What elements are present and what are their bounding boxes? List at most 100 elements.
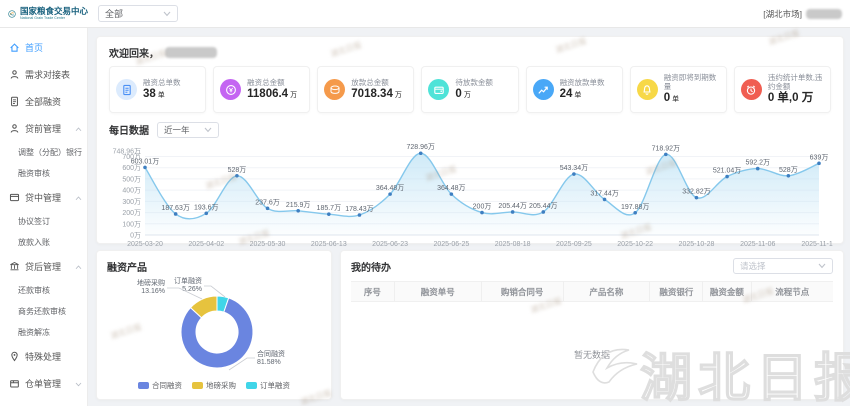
- donut-slice[interactable]: [180, 297, 254, 369]
- svg-text:187.63万: 187.63万: [161, 204, 189, 212]
- donut-slice[interactable]: [189, 295, 218, 319]
- chevron-down-icon: [204, 127, 212, 132]
- svg-text:543.34万: 543.34万: [560, 164, 588, 172]
- market-select[interactable]: 全部: [98, 5, 178, 22]
- top-header: 国家粮食交易中心 National Grain Trade Center 全部 …: [0, 0, 850, 28]
- svg-text:地磅采购: 地磅采购: [137, 278, 165, 287]
- stat-card: 放款总金额 7018.34 万: [317, 66, 415, 113]
- svg-text:728.96万: 728.96万: [407, 143, 435, 151]
- sidebar-item[interactable]: 首页: [0, 34, 87, 61]
- pin-icon: [9, 351, 20, 362]
- svg-text:603.01万: 603.01万: [131, 157, 159, 165]
- svg-text:178.43万: 178.43万: [345, 205, 373, 213]
- sidebar-item-label: 调整（分配）银行: [18, 148, 82, 157]
- sidebar-item-label: 仓单管理: [25, 379, 62, 389]
- sidebar: 首页需求对接表全部融资贷前管理调整（分配）银行融资审核 贷中管理协议签订放款入账贷…: [0, 28, 88, 406]
- todo-filter-select[interactable]: 请选择: [733, 258, 833, 274]
- svg-text:317.44万: 317.44万: [590, 189, 618, 197]
- svg-text:718.92万: 718.92万: [652, 144, 680, 152]
- sidebar-item[interactable]: 贷后管理: [0, 253, 87, 280]
- box-icon: [9, 378, 20, 389]
- chevron-down-icon: [818, 263, 826, 269]
- legend-item[interactable]: 合同融资: [138, 380, 182, 391]
- todo-table: 序号 融资单号 购销合同号 产品名称 融资银行 融资金额 流程节点: [351, 281, 833, 302]
- svg-text:528万: 528万: [228, 166, 247, 174]
- sidebar-item[interactable]: 还款审核: [0, 280, 87, 301]
- svg-text:0万: 0万: [130, 232, 141, 240]
- sidebar-item[interactable]: 贷中管理: [0, 184, 87, 211]
- svg-text:2025-06-25: 2025-06-25: [433, 241, 469, 248]
- stat-card-unit: 单: [672, 96, 680, 104]
- invoice-icon: [9, 96, 20, 107]
- svg-text:200万: 200万: [122, 209, 141, 217]
- money-icon: [220, 79, 242, 100]
- legend-item[interactable]: 订单融资: [246, 380, 290, 391]
- svg-text:2025-11-18: 2025-11-18: [801, 241, 833, 248]
- sidebar-item-label: 需求对接表: [25, 70, 71, 80]
- sidebar-item[interactable]: 全部融资: [0, 88, 87, 115]
- chevron-down-icon: [75, 382, 82, 386]
- svg-text:364.48万: 364.48万: [376, 184, 404, 192]
- stat-card: 违约统计单数,违约金额 0 单,0 万: [733, 66, 831, 113]
- svg-text:600万: 600万: [122, 164, 141, 172]
- svg-text:2025-04-02: 2025-04-02: [188, 241, 224, 248]
- stat-card-unit: 万: [290, 91, 298, 99]
- stat-card-title: 融资总金额: [247, 77, 285, 87]
- svg-text:332.82万: 332.82万: [682, 188, 710, 196]
- date-range-select[interactable]: 近一年: [157, 121, 219, 138]
- sidebar-item-label: 特殊处理: [25, 352, 62, 362]
- sidebar-item[interactable]: 需求对接表: [0, 61, 87, 88]
- sidebar-item[interactable]: 融资解冻: [0, 322, 87, 343]
- stat-card-title: 融资即将到期数量: [663, 73, 717, 92]
- svg-text:2025-10-22: 2025-10-22: [617, 241, 653, 248]
- chevron-up-icon: [75, 264, 82, 269]
- svg-text:185.7万: 185.7万: [317, 204, 342, 212]
- sidebar-item[interactable]: 调整（分配）银行: [0, 142, 87, 163]
- stat-card-title: 违约统计单数,违约金额: [767, 73, 823, 92]
- daily-chart-title: 每日数据: [109, 126, 149, 137]
- user-icon: [9, 123, 20, 134]
- chevron-down-icon: [163, 11, 171, 16]
- svg-text:528万: 528万: [779, 166, 798, 174]
- stat-card: 待放款金额 0 万: [421, 66, 519, 113]
- stat-card: 融资放款单数 24 单: [525, 66, 623, 113]
- svg-text:2025-06-13: 2025-06-13: [311, 241, 347, 248]
- stat-card-value: 11806.4 万: [247, 87, 298, 100]
- sidebar-item[interactable]: 融资审核: [0, 163, 87, 184]
- svg-text:521.04万: 521.04万: [713, 167, 741, 175]
- coin-icon: [324, 79, 346, 100]
- user-name-redacted[interactable]: [806, 8, 842, 19]
- date-range-value: 近一年: [164, 124, 190, 135]
- sidebar-item[interactable]: 放款入账: [0, 232, 87, 253]
- sidebar-item[interactable]: 贷前管理: [0, 115, 87, 142]
- chevron-up-icon: [75, 195, 82, 200]
- svg-text:13.16%: 13.16%: [141, 288, 165, 295]
- todo-column-header: 产品名称: [563, 281, 651, 302]
- svg-text:237.6万: 237.6万: [255, 198, 280, 206]
- sidebar-item-label: 还款审核: [18, 286, 50, 295]
- svg-text:193.6万: 193.6万: [194, 203, 219, 211]
- sidebar-item-label: 协议签订: [18, 217, 50, 226]
- stat-card-unit: 单: [157, 91, 165, 99]
- sidebar-item-label: 全部融资: [25, 97, 62, 107]
- stat-card: 融资即将到期数量 0 单: [629, 66, 727, 113]
- sidebar-item[interactable]: 商务还款审核: [0, 301, 87, 322]
- svg-text:5.26%: 5.26%: [182, 286, 202, 293]
- legend-label: 地磅采购: [206, 381, 236, 390]
- legend-label: 合同融资: [152, 381, 182, 390]
- sidebar-item[interactable]: 仓单管理: [0, 370, 87, 397]
- logo-icon: [8, 9, 16, 18]
- svg-text:订单融资: 订单融资: [174, 276, 202, 285]
- sidebar-item[interactable]: 协议签订: [0, 211, 87, 232]
- legend-swatch: [246, 382, 257, 389]
- sidebar-item[interactable]: 特殊处理: [0, 343, 87, 370]
- empty-state-text: 暂无数据: [573, 350, 610, 360]
- legend-item[interactable]: 地磅采购: [192, 380, 236, 391]
- svg-text:100万: 100万: [122, 220, 141, 228]
- todo-card: 我的待办 请选择 序号 融资单号 购销合同号 产品名称 融资银行 融资金额 流程节点 暂无数…: [340, 250, 844, 400]
- svg-text:2025-05-30: 2025-05-30: [250, 241, 286, 248]
- stat-card: 融资总金额 11806.4 万: [213, 66, 311, 113]
